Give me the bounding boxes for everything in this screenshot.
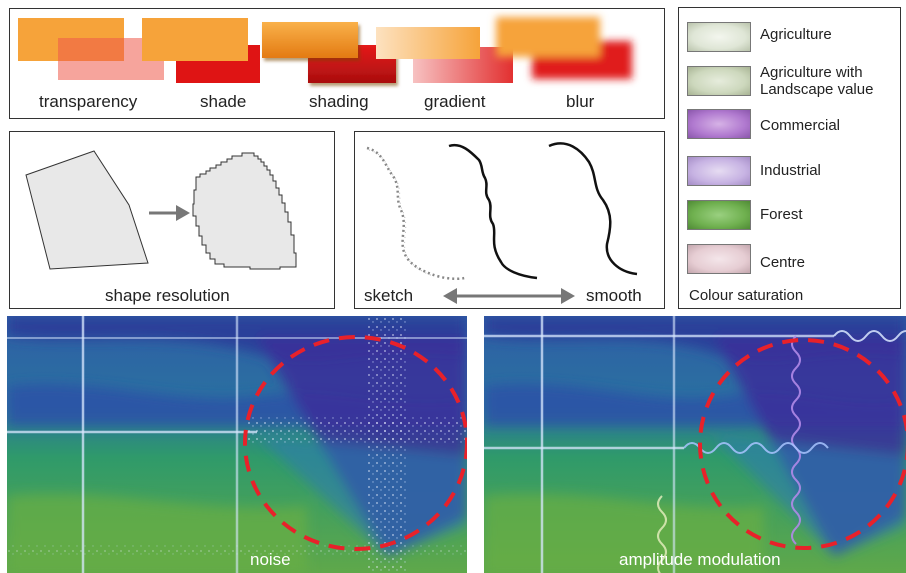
shade-swatch	[142, 18, 260, 83]
legend-caption: Colour saturation	[689, 287, 804, 304]
smooth-polygon	[25, 150, 149, 270]
pixelated-polygon	[192, 152, 297, 270]
legend-swatch-agriculture	[687, 22, 751, 52]
label-noise: noise	[250, 550, 291, 569]
label-blur: blur	[566, 92, 595, 111]
arrow-right-icon	[149, 205, 190, 221]
amplitude-map-graphic	[484, 316, 906, 573]
legend-label-agriculture-landscape: Agriculture with	[760, 64, 863, 81]
shape-resolution-illustration	[25, 150, 297, 270]
label-amplitude-modulation: amplitude modulation	[619, 550, 781, 569]
amplitude-map: amplitude modulation	[484, 316, 906, 573]
legend-swatch-centre	[687, 244, 751, 274]
label-smooth: smooth	[586, 286, 642, 305]
legend-label-agriculture: Agriculture	[760, 26, 832, 43]
label-shading: shading	[309, 92, 369, 111]
shape-resolution-panel: shape resolution	[9, 131, 335, 309]
wavy-vertical-line	[791, 335, 801, 545]
legend-swatch-commercial	[687, 109, 751, 139]
line-style-illustration	[366, 142, 638, 304]
noise-map-graphic	[7, 316, 467, 573]
smooth-line	[548, 142, 638, 276]
label-shade: shade	[200, 92, 247, 111]
sketch-line-detail	[368, 149, 434, 277]
legend-label-commercial: Commercial	[760, 117, 841, 134]
legend-swatch-forest	[687, 200, 751, 230]
legend-label-agriculture-landscape-line2: Landscape value	[760, 81, 874, 98]
label-transparency: transparency	[39, 92, 138, 111]
legend-swatch-industrial	[687, 156, 751, 186]
legend-label-forest: Forest	[760, 206, 803, 223]
label-shape-resolution: shape resolution	[105, 286, 230, 305]
sketch-line	[366, 146, 466, 281]
blur-swatch	[496, 17, 632, 79]
amplitude-highlight-circle	[698, 338, 906, 550]
wavy-lower-line	[657, 495, 667, 573]
style-swatches	[18, 17, 632, 83]
label-gradient: gradient	[424, 92, 486, 111]
double-arrow-icon	[443, 288, 575, 304]
legend-label-industrial: Industrial	[760, 162, 821, 179]
legend-swatch-agriculture-landscape	[687, 66, 751, 96]
noise-highlight-circle	[243, 335, 467, 551]
colour-legend-panel: Agriculture Agriculture with Landscape v…	[678, 7, 901, 309]
wavy-top-line	[833, 330, 906, 342]
wavy-horizontal-line	[683, 442, 829, 454]
sketch-smooth-panel: sketch smooth	[354, 131, 665, 309]
styles-panel: transparency shade shading gradient blur	[9, 8, 665, 119]
shading-swatch	[262, 22, 396, 83]
medium-line	[448, 143, 538, 280]
legend-label-centre: Centre	[760, 254, 806, 271]
label-sketch: sketch	[364, 286, 414, 305]
noise-map: noise	[7, 316, 467, 573]
gradient-swatch	[376, 27, 513, 83]
